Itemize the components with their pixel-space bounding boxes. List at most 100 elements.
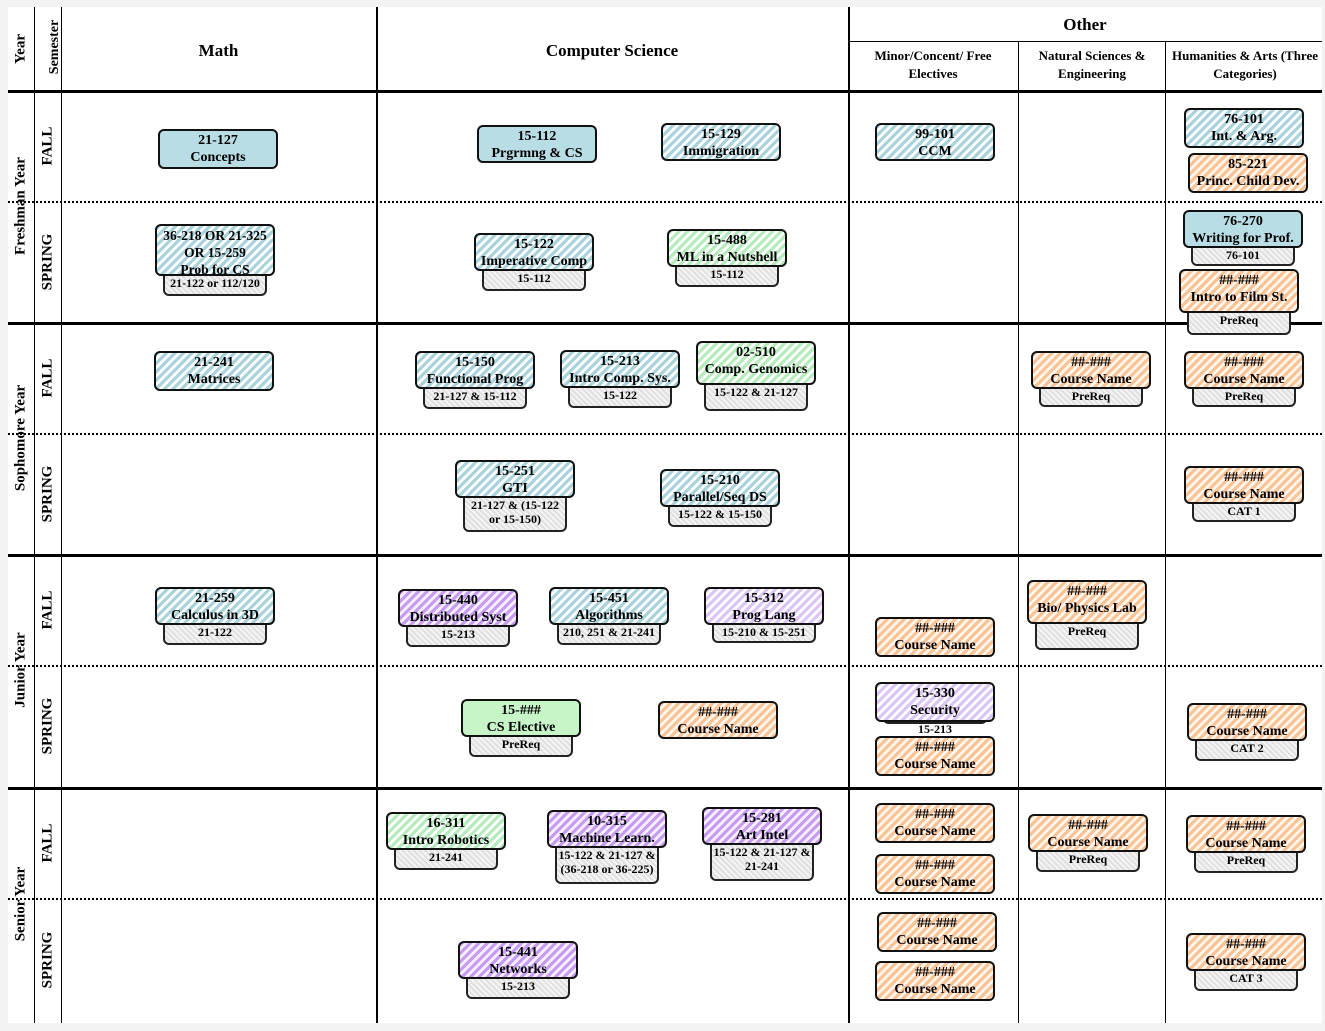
- course-title: ##-### Course Name: [1031, 351, 1151, 389]
- semester-label: FALL: [39, 126, 56, 166]
- course-name: Course Name: [1206, 724, 1288, 739]
- course-name: Prgrmng & CS: [491, 146, 583, 161]
- course-title: 15-440 Distributed Syst: [398, 589, 518, 627]
- course-prereq: PreReq: [1192, 386, 1296, 407]
- course-title: 76-101 Int. & Arg.: [1184, 108, 1304, 148]
- course-name: Course Name: [894, 757, 976, 772]
- semester-label: FALL: [39, 590, 56, 630]
- course-name: Comp. Genomics: [704, 362, 808, 377]
- grid-line: [8, 90, 1322, 93]
- semester-label: SPRING: [39, 465, 56, 523]
- semester-label: SPRING: [39, 697, 56, 755]
- course-title: 02-510 Comp. Genomics: [696, 341, 816, 385]
- course-name: Functional Prog: [426, 372, 524, 387]
- grid-line: [850, 41, 1322, 42]
- course-code: 15-312: [744, 591, 784, 606]
- course-title: 85-221 Princ. Child Dev.: [1188, 153, 1308, 193]
- course-code: ##-###: [1071, 355, 1111, 370]
- course-title: ##-### Course Name: [1187, 703, 1307, 741]
- course-title: ##-### Course Name: [875, 617, 995, 657]
- course-name: Course Name: [896, 933, 978, 948]
- course-title: 15-330 Security: [875, 682, 995, 722]
- course-name: Course Name: [1203, 372, 1285, 387]
- semester-label: SPRING: [39, 931, 56, 989]
- course-code: ##-###: [917, 916, 957, 931]
- course-name: Intro Robotics: [402, 833, 490, 848]
- course-prereq: 15-122 & 15-150: [668, 504, 772, 527]
- course-prereq: PreReq: [1035, 621, 1139, 650]
- grid-line: [8, 898, 1322, 900]
- course-code: 15-281: [742, 811, 782, 826]
- course-name: Matrices: [187, 372, 241, 387]
- grid-line: [61, 7, 62, 1023]
- course-name: Course Name: [894, 982, 976, 997]
- course-title: 15-213 Intro Comp. Sys.: [560, 350, 680, 388]
- course-code: 99-101: [915, 127, 955, 142]
- course-name: Calculus in 3D: [171, 608, 259, 623]
- semester-label: SPRING: [39, 233, 56, 291]
- course-code: ##-###: [1227, 707, 1267, 722]
- course-prereq: 21-241: [394, 847, 498, 870]
- semester-label: FALL: [39, 823, 56, 863]
- course-code: ##-###: [915, 858, 955, 873]
- semester-label: FALL: [39, 358, 56, 398]
- course-code: 15-###: [501, 703, 541, 718]
- course-title: 15-129 Immigration: [661, 123, 781, 161]
- course-title: 15-210 Parallel/Seq DS: [660, 469, 780, 507]
- course-title: 15-488 ML in a Nutshell: [667, 229, 787, 267]
- course-code: 15-330: [915, 686, 955, 701]
- course-title: 10-315 Machine Learn.: [547, 810, 667, 848]
- course-code: 15-251: [495, 464, 535, 479]
- course-code: 15-451: [589, 591, 629, 606]
- course-title: 21-241 Matrices: [154, 351, 274, 391]
- course-prereq: 15-112: [675, 264, 779, 287]
- course-prereq: 210, 251 & 21-241: [557, 622, 661, 645]
- grid-line: [1018, 42, 1019, 1023]
- grid-line: [8, 201, 1322, 203]
- course-code: 21-259: [195, 591, 235, 606]
- course-title: 16-311 Intro Robotics: [386, 812, 506, 850]
- course-title: ##-### Course Name: [875, 854, 995, 894]
- course-code: 10-315: [587, 814, 627, 829]
- course-title: ##-### Course Name: [1184, 466, 1304, 504]
- grid-line: [8, 554, 1322, 557]
- course-name: CCM: [918, 144, 952, 159]
- course-code: 15-112: [517, 129, 557, 144]
- year-header: Year: [12, 34, 29, 64]
- course-name: Course Name: [677, 722, 759, 737]
- cs-header: Computer Science: [545, 41, 679, 60]
- course-title: ##-### Course Name: [875, 961, 995, 1001]
- course-prereq: 21-127 & (15-122 or 15-150): [463, 495, 567, 532]
- course-code: ##-###: [915, 740, 955, 755]
- course-title: 15-### CS Elective: [461, 699, 581, 737]
- course-title: 76-270 Writing for Prof.: [1183, 210, 1303, 248]
- course-title: 36-218 OR 21-325 OR 15-259 Prob for CS: [155, 224, 275, 277]
- course-title: ##-### Course Name: [875, 803, 995, 843]
- course-name: Course Name: [894, 638, 976, 653]
- course-name: Bio/ Physics Lab: [1037, 601, 1137, 616]
- course-name: Prob for CS: [180, 262, 250, 277]
- course-name: Intro to Film St.: [1190, 290, 1288, 305]
- course-title: ##-### Course Name: [1184, 351, 1304, 389]
- course-title: 21-127 Concepts: [158, 129, 278, 169]
- course-title: ##-### Intro to Film St.: [1179, 269, 1299, 313]
- course-code: 36-218 OR 21-325 OR 15-259: [163, 228, 267, 260]
- course-title: ##-### Course Name: [658, 701, 778, 739]
- course-code: ##-###: [1224, 355, 1264, 370]
- grid-line: [848, 7, 850, 1023]
- course-prereq: 76-101: [1191, 245, 1295, 266]
- course-code: 85-221: [1228, 157, 1268, 172]
- course-prereq: PreReq: [1036, 849, 1140, 872]
- course-code: ##-###: [698, 705, 738, 720]
- course-name: Parallel/Seq DS: [673, 490, 767, 505]
- course-title: ##-### Course Name: [1028, 814, 1148, 852]
- course-name: Course Name: [1205, 954, 1287, 969]
- course-title: ##-### Course Name: [1186, 815, 1306, 853]
- course-code: 15-122: [514, 237, 554, 252]
- grid-line: [8, 787, 1322, 790]
- course-name: Networks: [489, 962, 547, 977]
- course-code: ##-###: [915, 621, 955, 636]
- course-prereq: 15-112: [482, 268, 586, 291]
- course-name: Int. & Arg.: [1210, 129, 1278, 144]
- course-name: Immigration: [682, 144, 760, 159]
